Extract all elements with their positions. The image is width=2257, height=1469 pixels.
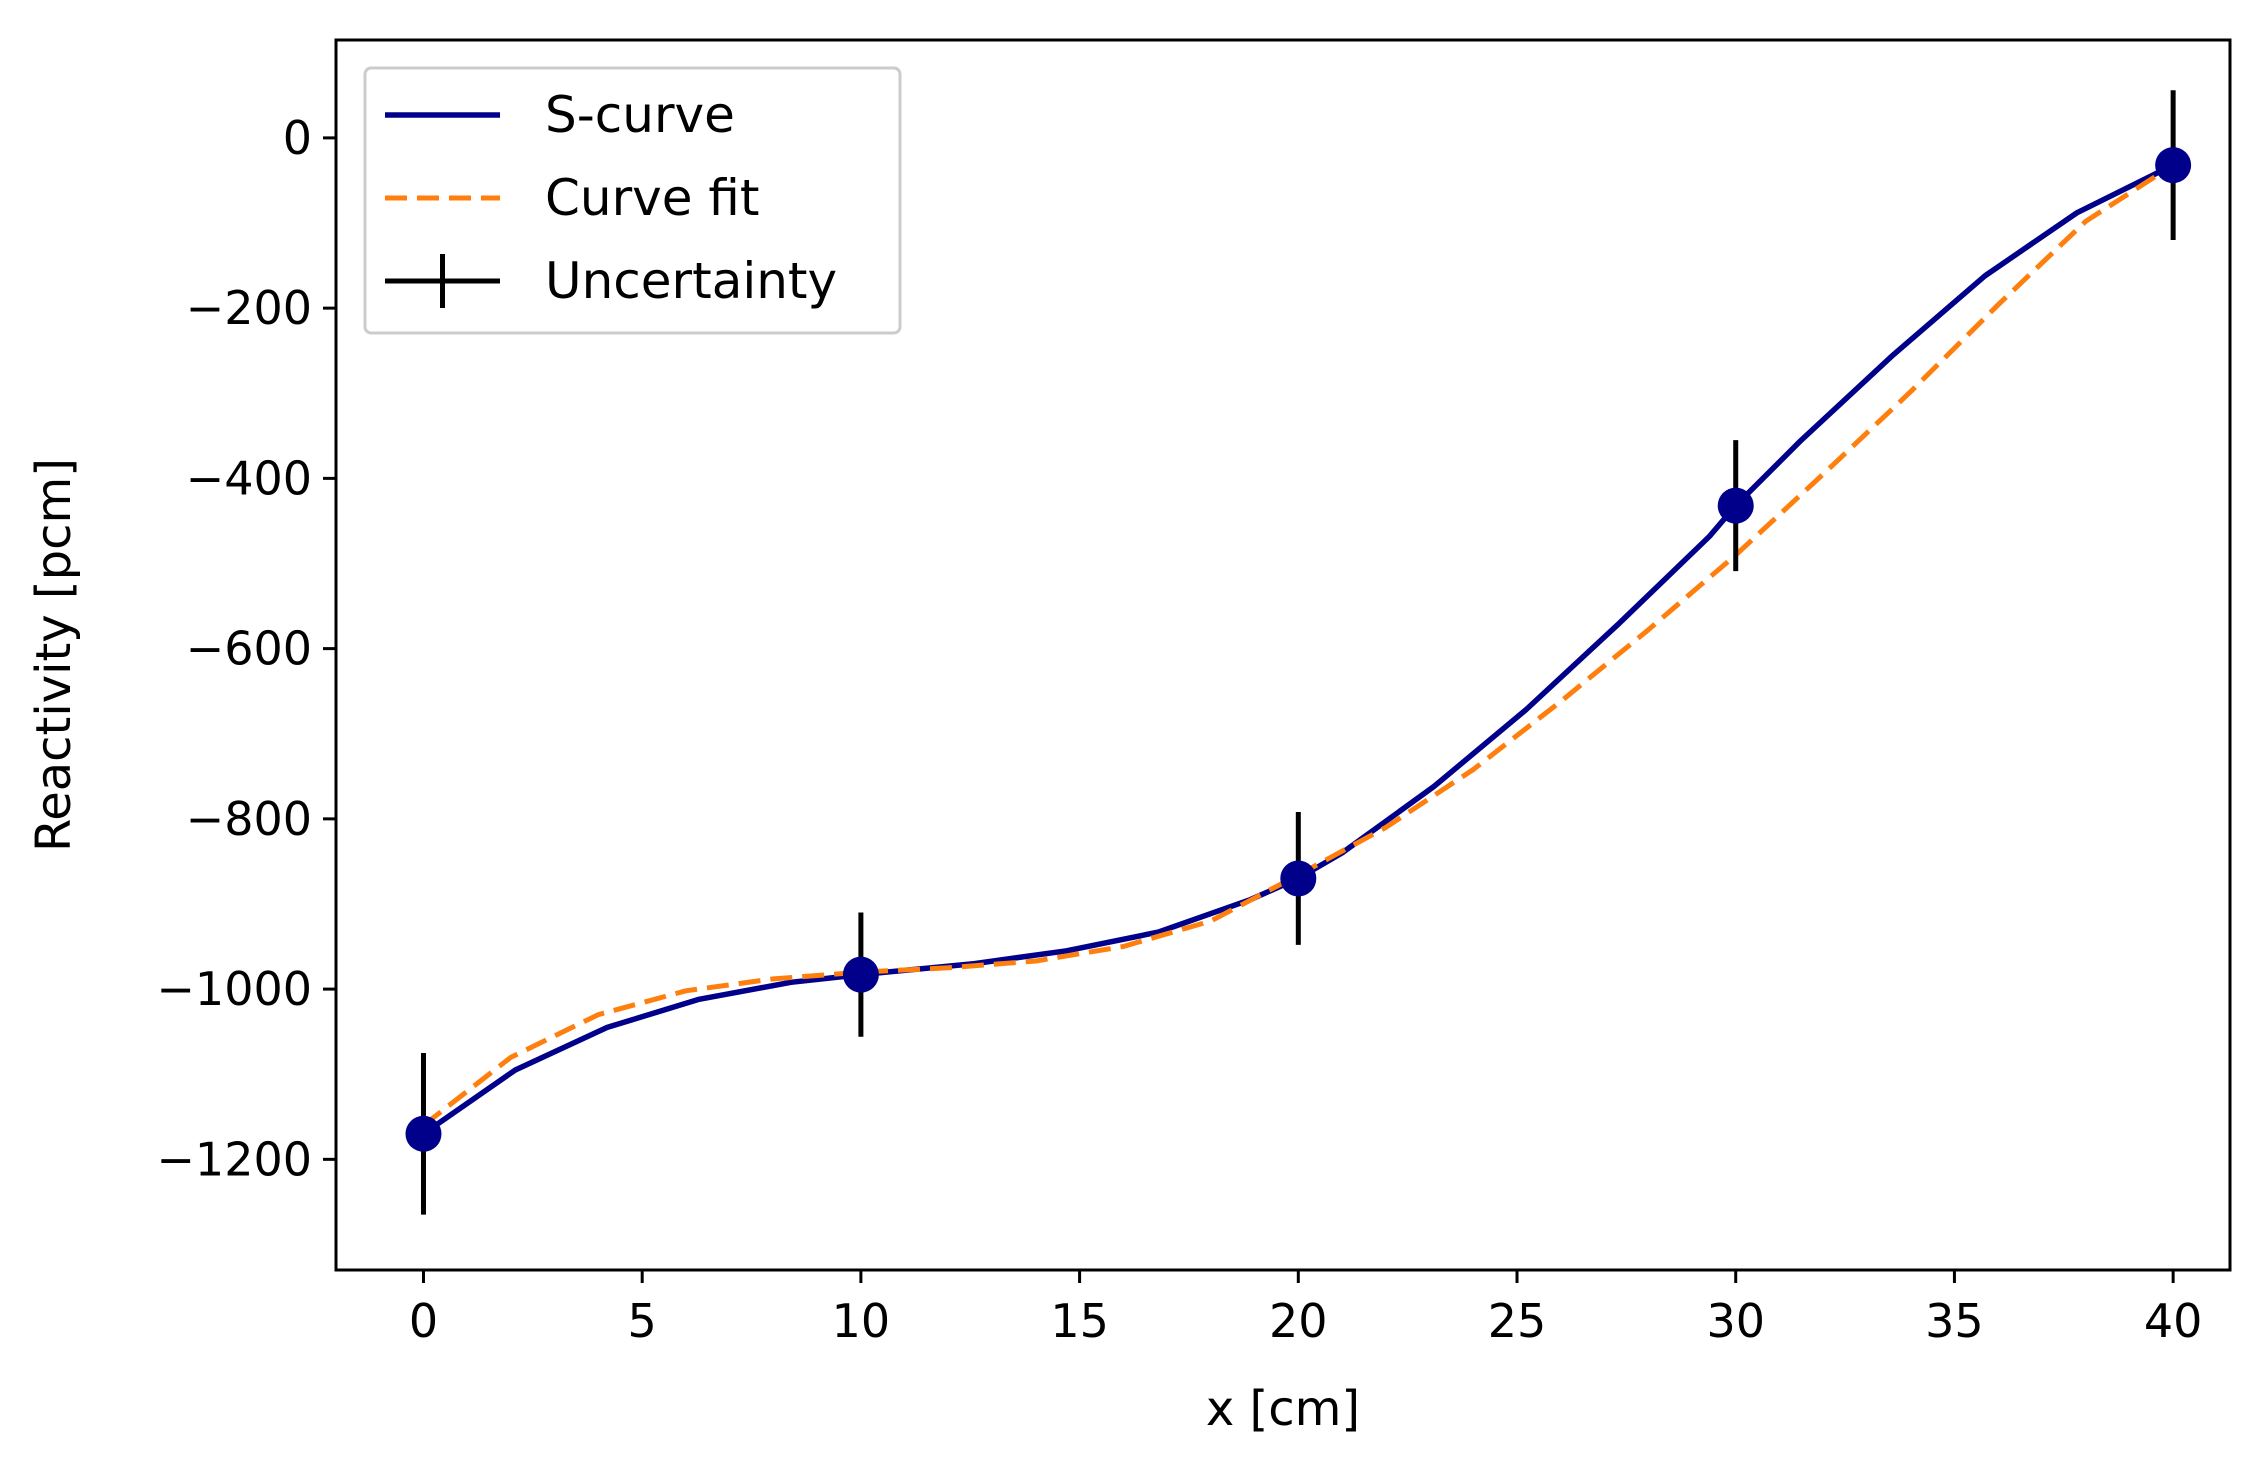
y-tick-label--400: −400	[186, 451, 312, 505]
x-tick-label-5: 5	[628, 1294, 657, 1348]
axes: 0 5 10 15 20 25 30 35 40 0 −200 −400 −600 −800 −1000 −1…	[156, 38, 2232, 1348]
y-tick-label--200: −200	[186, 281, 312, 335]
y-tick-label--800: −800	[186, 792, 312, 846]
x-tick-label-15: 15	[1050, 1294, 1109, 1348]
y-tick-label--1000: −1000	[156, 962, 312, 1016]
legend-box	[363, 66, 902, 335]
data-point-10	[842, 956, 879, 993]
x-tick-label-20: 20	[1269, 1294, 1328, 1348]
data-point-20	[1280, 860, 1317, 897]
y-tick-label--600: −600	[186, 622, 312, 676]
legend-label-uncertainty: Uncertainty	[545, 252, 837, 310]
data-point-0	[405, 1115, 442, 1152]
x-tick-label-35: 35	[1925, 1294, 1984, 1348]
y-tick-label-0: 0	[283, 111, 312, 165]
legend: S-curve Curve fit Uncertainty	[363, 66, 902, 335]
x-axis-label: x [cm]	[1206, 1381, 1360, 1437]
legend-label-curve-fit: Curve fit	[545, 169, 760, 227]
data-point-30	[1717, 487, 1754, 524]
axes-frame	[334, 38, 2232, 1272]
plot-area	[405, 90, 2192, 1215]
x-tick-label-40: 40	[2144, 1294, 2203, 1348]
y-tick-label--1200: −1200	[156, 1132, 312, 1186]
x-tick-label-30: 30	[1706, 1294, 1765, 1348]
series-line-s-curve	[421, 162, 2175, 1137]
x-tick-label-25: 25	[1488, 1294, 1547, 1348]
x-tick-label-10: 10	[832, 1294, 891, 1348]
y-axis-label: Reactivity [pcm]	[26, 458, 82, 852]
x-tick-label-0: 0	[409, 1294, 438, 1348]
data-point-40	[2155, 147, 2192, 184]
legend-label-s-curve: S-curve	[545, 86, 735, 144]
